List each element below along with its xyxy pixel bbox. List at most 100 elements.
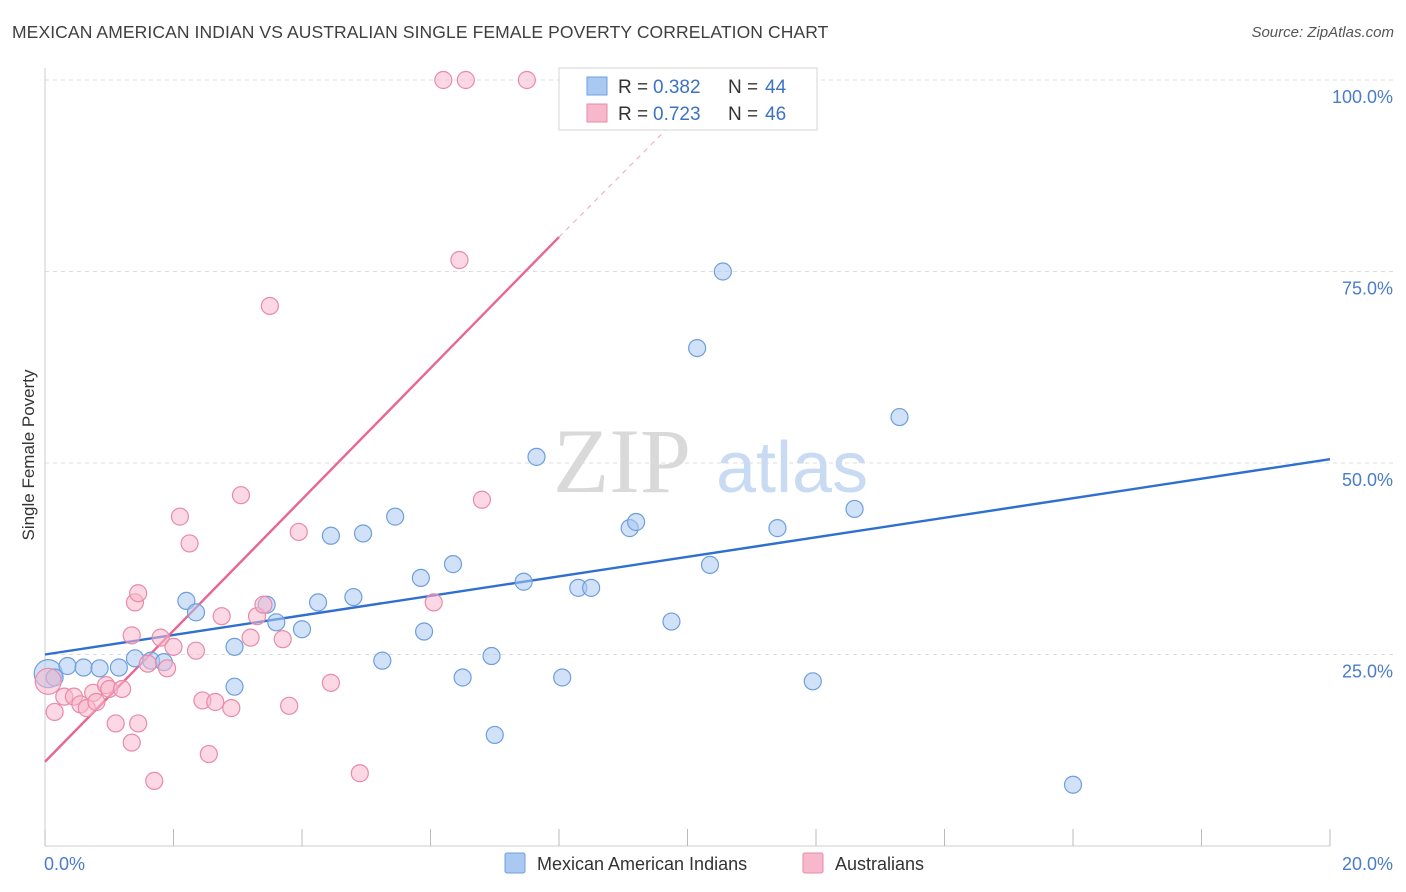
pink-point-36: [350, 764, 369, 783]
pink-point-26: [222, 699, 241, 718]
blue-point-22: [443, 555, 463, 574]
pink-point-11: [112, 679, 132, 699]
blue-point-23: [453, 668, 472, 687]
blue-point-14: [308, 593, 328, 612]
pink-point-13: [129, 714, 148, 733]
blue-point-21: [414, 622, 434, 641]
pink-point-25: [212, 607, 231, 626]
pink-point-37: [424, 593, 443, 612]
blue-point-34: [688, 339, 707, 358]
pink-point-42: [517, 70, 536, 90]
pink-point-33: [280, 696, 299, 715]
blue-point-36: [713, 262, 732, 281]
stats-legend: R = 0.382 N = 44 R = 0.723 N = 46: [558, 67, 818, 131]
blue-point-3: [90, 659, 109, 678]
legend-label-australians: Australians: [835, 854, 924, 874]
pink-point-7: [87, 692, 106, 712]
blue-point-15: [321, 526, 341, 545]
pink-point-28: [241, 628, 260, 647]
pink-point-30: [254, 595, 273, 614]
pink-point-40: [434, 70, 453, 90]
legend-n-label-1: N =: [728, 77, 758, 98]
blue-point-30: [582, 578, 601, 597]
pink-point-35: [321, 673, 341, 692]
gridlines: [45, 79, 1394, 655]
legend-n-value-1: 44: [765, 77, 787, 98]
blue-point-39: [845, 499, 864, 519]
trend-line-australians: [44, 236, 560, 763]
legend-swatch-blue: [586, 76, 608, 96]
legend-n-label-2: N =: [728, 104, 758, 125]
blue-point-41: [1063, 775, 1083, 794]
blue-point-43: [225, 637, 244, 656]
legend-r-label-1: R =: [618, 77, 648, 98]
y-tick-label-3: 100.0%: [1332, 87, 1393, 107]
watermark: ZIP atlas: [553, 410, 868, 512]
watermark-atlas: atlas: [716, 428, 868, 508]
legend-r-value-1: 0.382: [653, 77, 701, 98]
legend-swatch-pink: [586, 103, 608, 123]
blue-point-12: [267, 613, 286, 632]
blue-point-18: [373, 651, 392, 670]
chart-title: MEXICAN AMERICAN INDIAN VS AUSTRALIAN SI…: [12, 22, 829, 42]
blue-point-24: [482, 646, 501, 666]
pink-point-12: [122, 733, 141, 752]
blue-point-2: [74, 658, 93, 677]
blue-point-25: [485, 725, 504, 745]
pink-point-17: [157, 659, 177, 678]
pink-point-34: [289, 522, 308, 542]
legend-n-value-2: 46: [765, 104, 786, 125]
x-tick-label-0: 0.0%: [44, 854, 85, 874]
blue-point-9: [186, 603, 206, 622]
blue-point-26: [514, 572, 533, 591]
blue-point-35: [700, 555, 720, 574]
tick-labels: 25.0% 50.0% 75.0% 100.0% 0.0% 20.0%: [44, 87, 1393, 874]
blue-point-38: [803, 672, 822, 691]
blue-point-4: [109, 658, 128, 677]
blue-point-16: [344, 587, 363, 607]
source-label: Source: ZipAtlas.com: [1251, 24, 1394, 41]
pink-point-38: [450, 250, 469, 270]
legend-label-mexican-american-indians: Mexican American Indians: [537, 854, 747, 874]
blue-point-32: [626, 512, 646, 532]
pink-point-18: [164, 637, 183, 656]
pink-point-16: [151, 628, 170, 647]
pink-point-41: [456, 70, 475, 90]
y-tick-label-1: 50.0%: [1342, 470, 1393, 490]
pink-point-23: [199, 744, 218, 764]
pink-point-45: [129, 584, 148, 603]
blue-point-10: [225, 677, 244, 696]
pink-point-10: [106, 714, 125, 733]
pink-point-31: [260, 296, 279, 316]
y-tick-label-2: 75.0%: [1342, 279, 1393, 299]
pink-point-43: [122, 626, 141, 645]
blue-point-37: [768, 519, 787, 538]
watermark-zip: ZIP: [553, 410, 691, 512]
blue-point-17: [353, 524, 373, 543]
blue-point-40: [890, 407, 909, 427]
blue-point-20: [411, 568, 430, 588]
pink-point-24: [206, 692, 225, 712]
legend-swatch-mexican-american-indians: [504, 852, 526, 874]
pink-point-32: [273, 630, 292, 649]
pink-point-27: [231, 486, 251, 505]
blue-point-19: [386, 507, 405, 526]
y-tick-label-0: 25.0%: [1342, 662, 1393, 682]
blue-point-13: [292, 620, 312, 639]
series-legend: Mexican American Indians Australians: [504, 852, 924, 874]
pink-point-0: [34, 667, 62, 695]
trend-line-australians-extension: [558, 94, 701, 238]
legend-r-label-2: R =: [618, 104, 648, 125]
pink-point-19: [170, 507, 190, 526]
pink-point-14: [138, 654, 157, 673]
blue-point-33: [662, 612, 681, 631]
data-points: [33, 70, 1083, 794]
blue-point-27: [527, 447, 546, 466]
x-tick-label-1: 20.0%: [1342, 854, 1393, 874]
legend-swatch-australians: [802, 852, 824, 874]
pink-point-20: [180, 534, 199, 553]
pink-point-1: [45, 702, 64, 722]
blue-point-28: [553, 668, 572, 687]
axes: [44, 68, 1331, 847]
